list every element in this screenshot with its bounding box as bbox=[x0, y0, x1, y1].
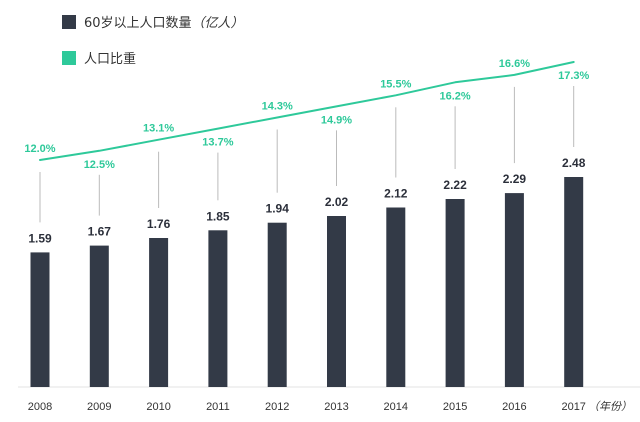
ratio-value-labels: 12.0% 12.5% 13.1% 13.7% 14.3% 14.9% 15.5% 16.2%… bbox=[24, 58, 589, 171]
bar-2014 bbox=[386, 207, 406, 387]
leader-lines bbox=[39, 86, 575, 223]
bar-value-label-2011: 1.85 bbox=[206, 209, 230, 223]
x-tick-label-2014: 2014 bbox=[384, 401, 408, 413]
bar-value-label-2008: 1.59 bbox=[28, 231, 52, 245]
bar-value-labels: 1.59 1.67 1.76 1.85 1.94 2.02 2.12 2.22 2.29 2.48 bbox=[28, 156, 585, 245]
ratio-value-label-2014: 15.5% bbox=[380, 78, 411, 90]
bar-value-label-2017: 2.48 bbox=[562, 156, 586, 170]
bar-2013 bbox=[327, 216, 346, 387]
bar-value-label-2009: 1.67 bbox=[88, 225, 112, 239]
bar-2009 bbox=[89, 245, 109, 387]
bar-2016 bbox=[504, 193, 524, 387]
bar-2015 bbox=[445, 199, 465, 387]
ratio-value-label-2016: 16.6% bbox=[499, 58, 530, 70]
ratio-value-label-2017: 17.3% bbox=[558, 70, 589, 82]
bar-2017 bbox=[564, 177, 584, 387]
legend-swatch-ratio bbox=[62, 51, 76, 65]
x-tick-label-2015: 2015 bbox=[443, 401, 467, 413]
ratio-value-label-2009: 12.5% bbox=[84, 159, 115, 171]
ratio-line bbox=[39, 61, 575, 161]
x-tick-label-2013: 2013 bbox=[324, 401, 348, 413]
x-axis-unit-label: （年份） bbox=[588, 400, 632, 413]
x-tick-label-2016: 2016 bbox=[502, 401, 526, 413]
bar-series bbox=[30, 177, 584, 387]
x-tick-label-2010: 2010 bbox=[146, 401, 170, 413]
ratio-line-series bbox=[39, 61, 575, 161]
x-tick-label-2012: 2012 bbox=[265, 401, 289, 413]
ratio-value-label-2011: 13.7% bbox=[202, 137, 233, 149]
x-tick-label-2011: 2011 bbox=[206, 401, 230, 413]
bar-value-label-2015: 2.22 bbox=[443, 178, 467, 192]
legend-label-population: 60岁以上人口数量（亿人） bbox=[84, 15, 244, 31]
bar-2011 bbox=[208, 230, 228, 387]
legend-unit-population: （亿人） bbox=[192, 15, 244, 31]
x-tick-label-2009: 2009 bbox=[87, 401, 111, 413]
legend: 60岁以上人口数量（亿人） 人口比重 bbox=[62, 15, 244, 67]
legend-label-ratio: 人口比重 bbox=[84, 51, 136, 67]
x-tick-label-2017: 2017 bbox=[561, 401, 585, 413]
ratio-value-label-2010: 13.1% bbox=[143, 123, 174, 135]
legend-swatch-population bbox=[62, 15, 76, 29]
ratio-value-label-2008: 12.0% bbox=[24, 143, 55, 155]
ratio-value-label-2013: 14.9% bbox=[321, 114, 352, 126]
ratio-value-label-2015: 16.2% bbox=[439, 90, 470, 102]
bar-value-label-2014: 2.12 bbox=[384, 187, 408, 201]
x-axis-ticks: 2008 2009 2010 2011 2012 2013 2014 2015 2016 2017 bbox=[28, 401, 586, 413]
bar-value-label-2010: 1.76 bbox=[147, 217, 171, 231]
bar-2012 bbox=[267, 222, 287, 387]
bar-value-label-2016: 2.29 bbox=[503, 172, 527, 186]
bar-2008 bbox=[30, 252, 50, 387]
bar-2010 bbox=[149, 238, 169, 387]
bar-value-label-2013: 2.02 bbox=[325, 195, 349, 209]
ratio-value-label-2012: 14.3% bbox=[262, 101, 293, 113]
bar-value-label-2012: 1.94 bbox=[266, 202, 290, 216]
x-tick-label-2008: 2008 bbox=[28, 401, 52, 413]
